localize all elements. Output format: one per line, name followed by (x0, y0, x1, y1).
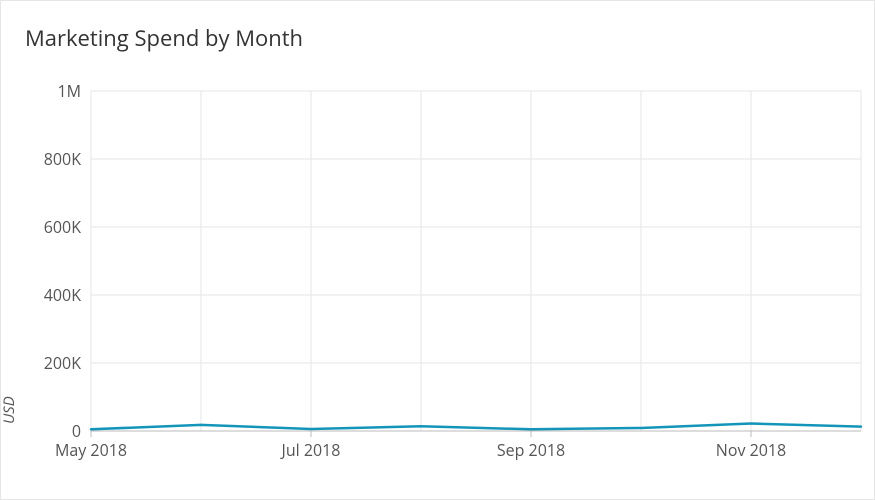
x-tick-label: Sep 2018 (497, 439, 565, 461)
plot-area: 0200K400K600K800K1MMay 2018Jul 2018Sep 2… (91, 91, 861, 431)
y-tick-label: 400K (44, 284, 81, 306)
x-tick-label: Jul 2018 (282, 439, 341, 461)
chart-title: Marketing Spend by Month (25, 23, 303, 53)
y-tick-label: 200K (44, 352, 81, 374)
y-axis-title: USD (0, 396, 19, 424)
chart-card: Marketing Spend by Month USD 0200K400K60… (0, 0, 875, 500)
y-tick-label: 600K (44, 216, 81, 238)
plot-svg (91, 91, 861, 431)
x-tick-label: Nov 2018 (716, 439, 786, 461)
y-tick-label: 1M (57, 80, 81, 102)
y-tick-label: 800K (44, 148, 81, 170)
x-tick-label: May 2018 (55, 439, 127, 461)
